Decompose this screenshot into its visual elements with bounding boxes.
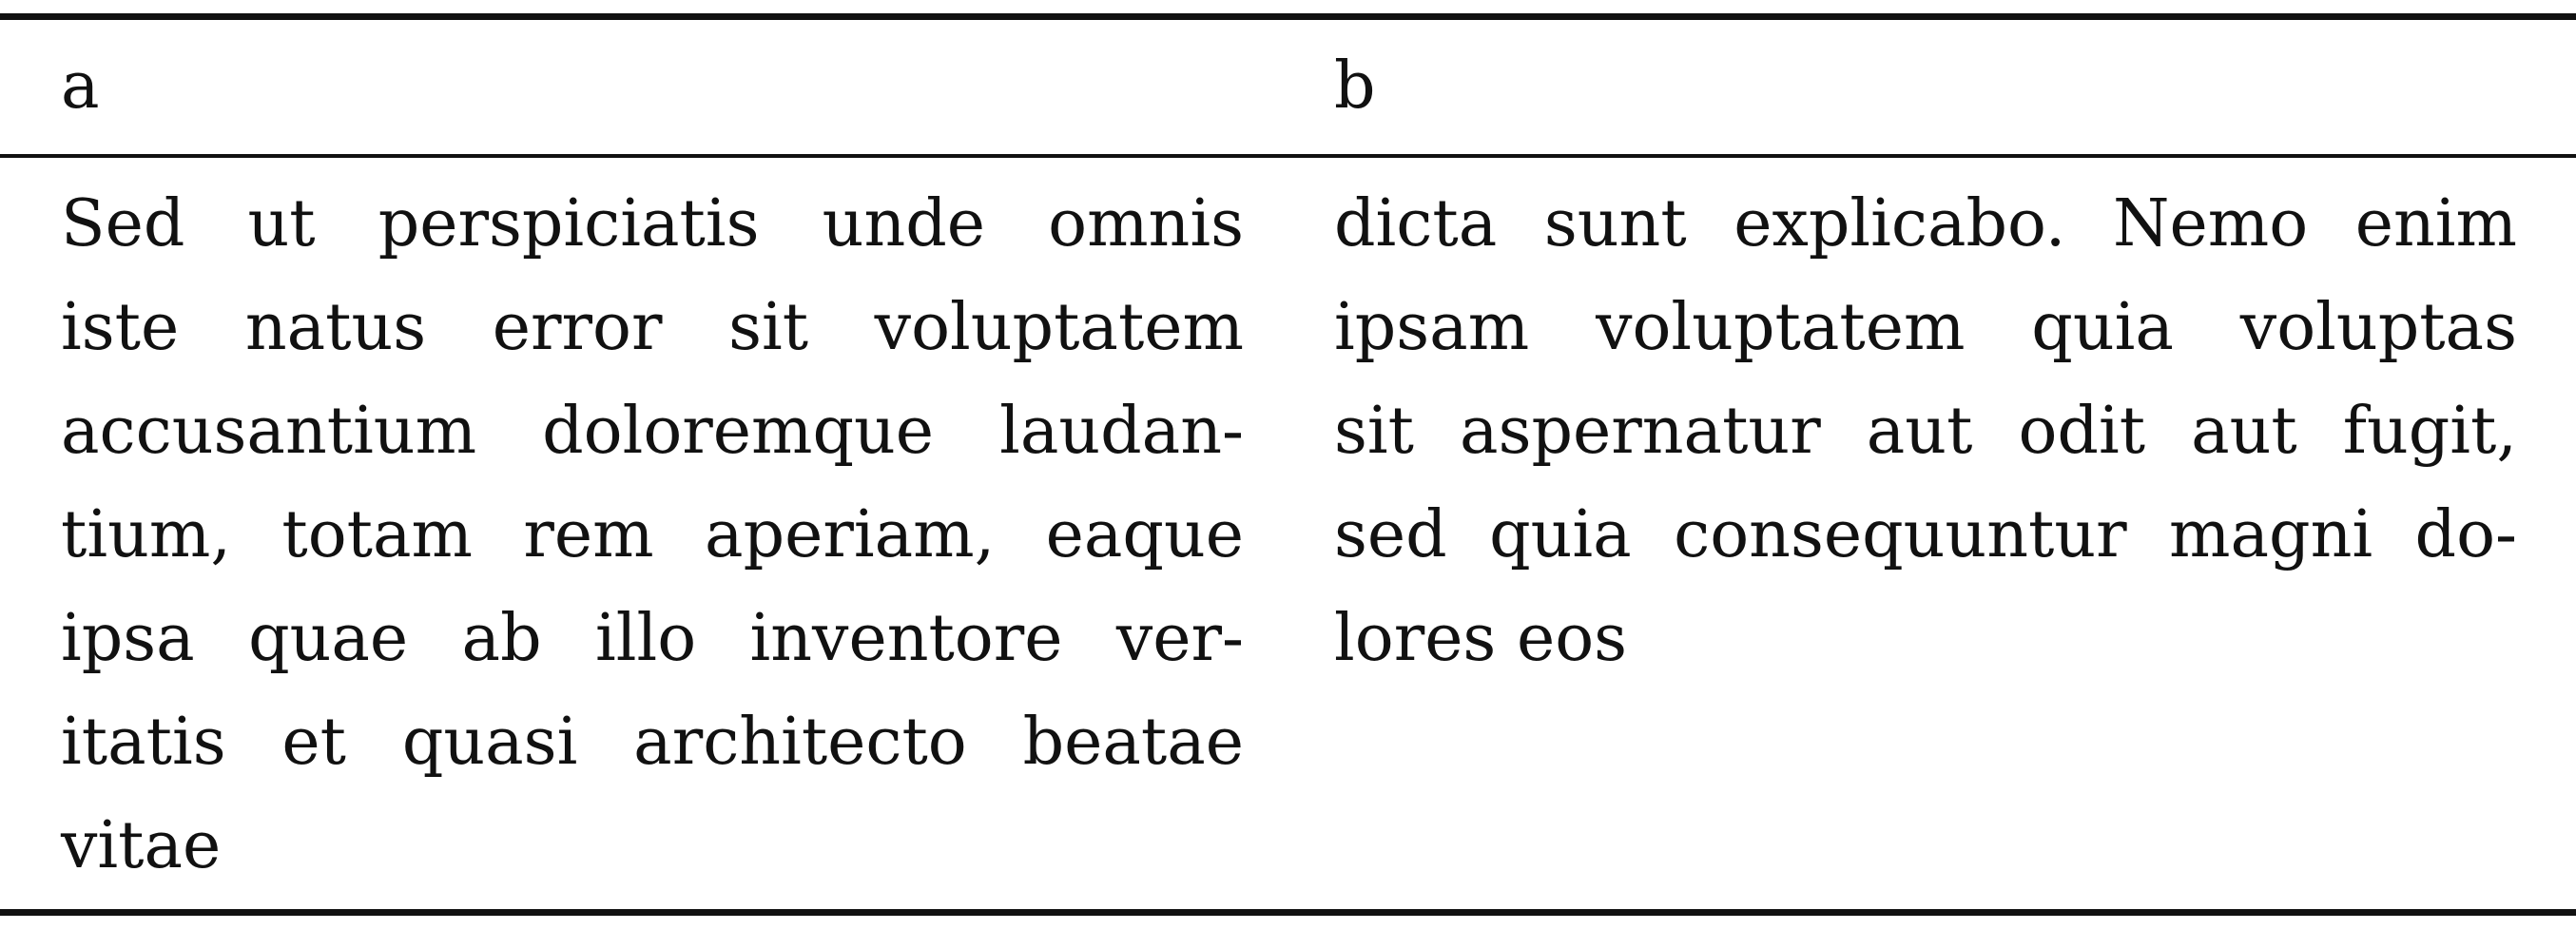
bottom-rule [0, 909, 2576, 916]
body-cell-b: dicta sunt explicabo. Nemo enim ipsam vo… [1334, 172, 2517, 690]
body-cell-a: Sed ut perspiciatis unde omnis iste natu… [61, 172, 1244, 898]
cell-a-line: itatis et quasi architecto beatae [61, 705, 1244, 780]
header-cell-b: b [1334, 48, 1376, 124]
cell-a-line: iste natus error sit voluptatem [61, 290, 1244, 365]
cell-a-line: tium, totam rem aperiam, eaque [61, 497, 1244, 572]
cell-a-line: accusantium doloremque laudan- [61, 394, 1244, 469]
cell-b-line: dicta sunt explicabo. Nemo enim [1334, 186, 2517, 262]
cell-b-line: lores eos [1334, 601, 1628, 676]
cell-b-line: sit aspernatur aut odit aut fugit, [1334, 394, 2517, 469]
top-rule [0, 13, 2576, 20]
cell-a-line: ipsa quae ab illo inventore ver- [61, 601, 1244, 676]
header-rule [0, 154, 2576, 158]
cell-b-line: ipsam voluptatem quia voluptas [1334, 290, 2517, 365]
cell-a-line: Sed ut perspiciatis unde omnis [61, 186, 1244, 262]
header-cell-a: a [61, 48, 100, 124]
cell-a-line: vitae [61, 808, 222, 883]
cell-b-line: sed quia consequuntur magni do- [1334, 497, 2517, 572]
